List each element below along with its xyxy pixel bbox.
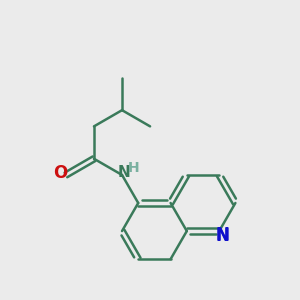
Text: H: H	[128, 161, 139, 176]
Text: N: N	[216, 227, 230, 245]
Text: O: O	[53, 164, 68, 182]
Text: N: N	[216, 226, 230, 244]
Text: N: N	[118, 164, 130, 179]
